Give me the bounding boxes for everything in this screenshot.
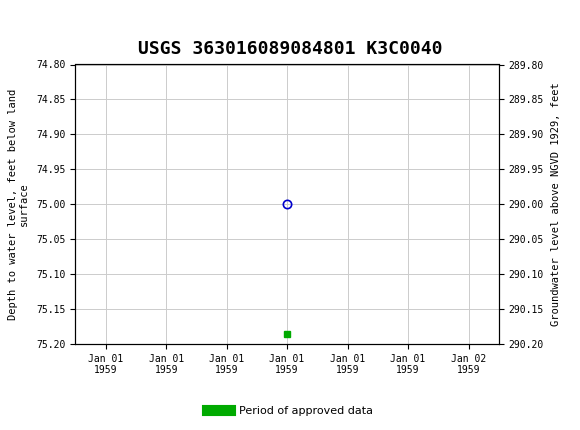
Y-axis label: Depth to water level, feet below land
surface: Depth to water level, feet below land su… xyxy=(8,89,30,320)
Legend: Period of approved data: Period of approved data xyxy=(203,401,377,420)
Y-axis label: Groundwater level above NGVD 1929, feet: Groundwater level above NGVD 1929, feet xyxy=(551,83,561,326)
Text: ≡USGS: ≡USGS xyxy=(12,16,70,35)
Text: USGS 363016089084801 K3C0040: USGS 363016089084801 K3C0040 xyxy=(138,40,442,58)
